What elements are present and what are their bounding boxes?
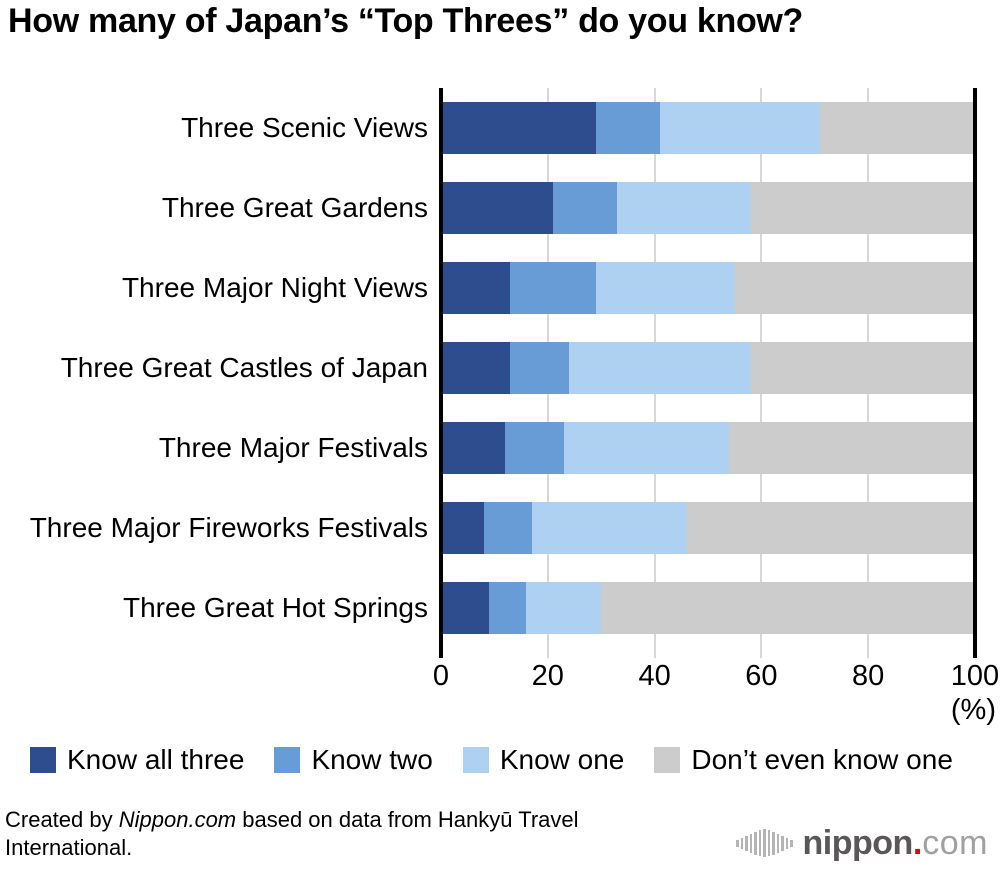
x-tick-label-100: 100 bbox=[950, 660, 1000, 692]
category-label: Three Major Fireworks Festivals bbox=[29, 512, 428, 543]
category-label: Three Major Festivals bbox=[158, 432, 428, 463]
legend-swatch bbox=[30, 747, 56, 773]
bar-segment bbox=[686, 502, 975, 554]
category-label: Three Great Hot Springs bbox=[122, 592, 428, 623]
logo-red-dot: . bbox=[912, 823, 923, 862]
logo-tld-text: com bbox=[922, 823, 988, 862]
x-tick-label-20: 20 bbox=[531, 660, 564, 692]
x-axis-unit: (%) bbox=[950, 694, 996, 726]
bar-segment bbox=[595, 262, 735, 314]
bar-segment bbox=[441, 502, 484, 554]
bar-segment bbox=[441, 182, 554, 234]
legend-label: Know all three bbox=[67, 744, 245, 775]
bar-segment bbox=[569, 342, 751, 394]
legend-item: Know all three bbox=[30, 744, 244, 776]
bar-segment bbox=[659, 102, 821, 154]
credit-text: Created by Nippon.com based on data from… bbox=[5, 806, 705, 862]
category-label: Three Great Castles of Japan bbox=[60, 352, 428, 383]
nippon-logo: nippon . com bbox=[736, 820, 988, 866]
bar-segment bbox=[441, 582, 490, 634]
legend-item: Know one bbox=[462, 744, 625, 776]
credit-suffix: based on data from Hankyū Travel Interna… bbox=[5, 807, 579, 860]
legend-swatch bbox=[462, 747, 489, 773]
bar-segment bbox=[441, 102, 596, 154]
category-label: Three Scenic Views bbox=[181, 112, 428, 143]
soundwave-icon bbox=[736, 829, 793, 857]
bar-segment bbox=[489, 582, 527, 634]
bar-segment bbox=[510, 342, 570, 394]
credit-prefix: Created by bbox=[5, 807, 119, 832]
bar-row bbox=[441, 582, 975, 634]
legend-label: Know two bbox=[311, 744, 433, 775]
bar-segment bbox=[563, 422, 730, 474]
right-boundary-line bbox=[973, 88, 977, 658]
bar-segment bbox=[441, 422, 506, 474]
credit-source: Nippon.com bbox=[118, 807, 237, 832]
bar-row bbox=[441, 342, 975, 394]
legend-label: Know one bbox=[499, 744, 625, 775]
legend-item: Don’t even know one bbox=[654, 744, 953, 776]
bar-segment bbox=[601, 582, 975, 634]
bar-segment bbox=[531, 502, 687, 554]
x-tick-label-0: 0 bbox=[432, 660, 450, 692]
bar-segment bbox=[505, 422, 564, 474]
legend-label: Don’t even know one bbox=[691, 744, 953, 775]
bar-segment bbox=[595, 102, 660, 154]
category-labels: Three Scenic Views Three Great Gardens Thr… bbox=[0, 88, 428, 648]
bar-segment bbox=[526, 582, 602, 634]
category-label: Three Major Night Views bbox=[121, 272, 428, 303]
legend-item: Know two bbox=[274, 744, 433, 776]
bar-segment bbox=[441, 342, 511, 394]
bar-row bbox=[441, 422, 975, 474]
category-label: Three Great Gardens bbox=[161, 192, 428, 223]
bar-segment bbox=[553, 182, 618, 234]
bar-segment bbox=[750, 182, 975, 234]
bar-segment bbox=[441, 262, 511, 314]
x-tick-label-40: 40 bbox=[638, 660, 671, 692]
legend-swatch bbox=[274, 747, 301, 773]
legend-swatch bbox=[654, 747, 681, 773]
chart-title: How many of Japan’s “Top Threes” do you … bbox=[8, 2, 804, 40]
bar-segment bbox=[483, 502, 532, 554]
y-axis-line bbox=[439, 88, 443, 658]
bar-segment bbox=[510, 262, 596, 314]
plot-area: 0 20 40 60 80 100 bbox=[433, 88, 999, 692]
bar-segment bbox=[734, 262, 975, 314]
x-tick-label-80: 80 bbox=[852, 660, 885, 692]
legend: Know all three Know two Know one Don’t even… bbox=[30, 744, 953, 776]
x-tick-label-60: 60 bbox=[745, 660, 778, 692]
bar-segment bbox=[750, 342, 975, 394]
bar-segment bbox=[617, 182, 751, 234]
bar-segment bbox=[729, 422, 975, 474]
bar-segment bbox=[820, 102, 975, 154]
logo-brand-text: nippon bbox=[802, 823, 914, 862]
bar-row bbox=[441, 102, 975, 154]
bar-row bbox=[441, 502, 975, 554]
bar-row bbox=[441, 262, 975, 314]
bar-row bbox=[441, 182, 975, 234]
